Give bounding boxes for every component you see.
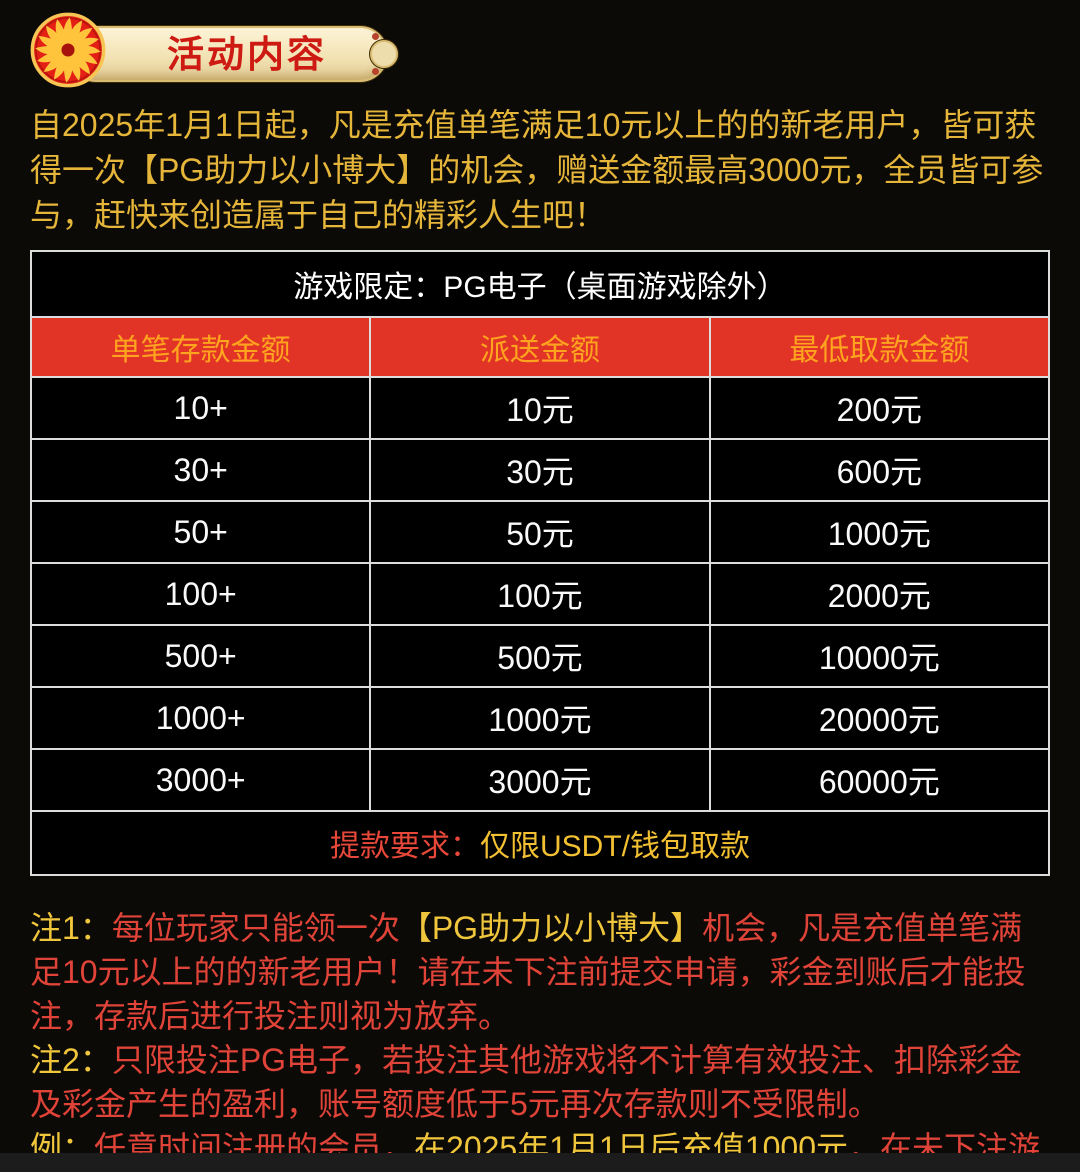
column-header-bonus: 派送金额 (369, 316, 711, 378)
min-withdraw-cell: 10000元 (708, 624, 1051, 688)
min-withdraw-cell: 2000元 (708, 562, 1051, 626)
column-header-deposit: 单笔存款金额 (29, 316, 372, 378)
column-header-min-withdraw: 最低取款金额 (708, 316, 1051, 378)
bonus-cell: 1000元 (369, 686, 711, 750)
table-footer-row: 提款要求：仅限USDT/钱包取款 (30, 810, 1050, 876)
pill-dot-bottom (372, 68, 379, 75)
table-header-row: 单笔存款金额 派送金额 最低取款金额 (29, 316, 1051, 378)
note-2-label: 注2： (30, 1042, 112, 1078)
notes-section: 注1：每位玩家只能领一次【PG助力以小博大】机会，凡是充值单笔满足10元以上的的… (30, 906, 1050, 1170)
table-row: 3000+ 3000元 60000元 (29, 748, 1051, 812)
note-2: 注2：只限投注PG电子，若投注其他游戏将不计算有效投注、扣除彩金及彩金产生的盈利… (30, 1038, 1050, 1126)
table-title-row: 游戏限定：PG电子（桌面游戏除外） (30, 250, 1050, 318)
min-withdraw-cell: 1000元 (708, 500, 1051, 564)
table-row: 30+ 30元 600元 (29, 438, 1051, 502)
badge-title: 活动内容 (167, 33, 327, 75)
section-badge: 活动内容 (30, 8, 1050, 98)
sun-icon (30, 12, 106, 88)
min-withdraw-cell: 60000元 (708, 748, 1051, 812)
table-row: 50+ 50元 1000元 (29, 500, 1051, 564)
withdraw-requirement-value: 仅限USDT/钱包取款 (480, 830, 750, 863)
note-2-text: 只限投注PG电子，若投注其他游戏将不计算有效投注、扣除彩金及彩金产生的盈利，账号… (30, 1042, 1023, 1122)
deposit-cell: 30+ (29, 438, 372, 502)
bonus-cell: 30元 (369, 438, 711, 502)
bottom-inset-bar (0, 1153, 1080, 1172)
table-row: 100+ 100元 2000元 (29, 562, 1051, 626)
deposit-cell: 10+ (29, 376, 372, 440)
deposit-cell: 500+ (29, 624, 372, 688)
note-1-text: 每位玩家只能领一次 (111, 910, 400, 946)
pill-dot-top (372, 33, 379, 40)
promo-table: 游戏限定：PG电子（桌面游戏除外） 单笔存款金额 派送金额 最低取款金额 10+… (29, 250, 1051, 876)
withdraw-requirement-label: 提款要求： (330, 830, 480, 863)
bonus-cell: 100元 (369, 562, 711, 626)
note-1-label: 注1： (30, 910, 112, 946)
bonus-cell: 500元 (369, 624, 711, 688)
note-1: 注1：每位玩家只能领一次【PG助力以小博大】机会，凡是充值单笔满足10元以上的的… (30, 906, 1050, 1038)
badge-pill: 活动内容 (68, 26, 398, 82)
table-row: 500+ 500元 10000元 (29, 624, 1051, 688)
table-row: 10+ 10元 200元 (29, 376, 1051, 440)
deposit-cell: 3000+ (29, 748, 372, 812)
deposit-cell: 1000+ (29, 686, 372, 750)
min-withdraw-cell: 600元 (708, 438, 1051, 502)
bonus-cell: 50元 (369, 500, 711, 564)
table-title: 游戏限定：PG电子（桌面游戏除外） (30, 250, 1050, 318)
intro-paragraph: 自2025年1月1日起，凡是充值单笔满足10元以上的的新老用户，皆可获得一次【P… (30, 107, 1044, 233)
promo-page: 活动内容 (0, 8, 1080, 1170)
min-withdraw-cell: 20000元 (708, 686, 1051, 750)
pill-ornament (370, 40, 398, 68)
bonus-cell: 10元 (369, 376, 711, 440)
deposit-cell: 100+ (29, 562, 372, 626)
bonus-cell: 3000元 (369, 748, 711, 812)
table-row: 1000+ 1000元 20000元 (29, 686, 1051, 750)
note-1-highlight: 【PG助力以小博大】 (399, 910, 703, 946)
deposit-cell: 50+ (29, 500, 372, 564)
note-1-text-2: 机会，凡是充值单笔满足10元以上的的新老用户！请在未下注前提交申请，彩金到账后才… (30, 910, 1026, 1034)
table-footer: 提款要求：仅限USDT/钱包取款 (30, 810, 1050, 876)
min-withdraw-cell: 200元 (708, 376, 1051, 440)
